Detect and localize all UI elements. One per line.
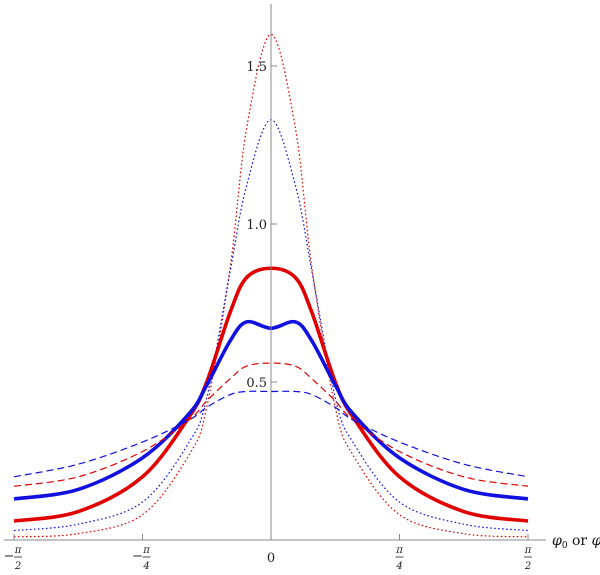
x-tick-denominator: 4 [142, 561, 149, 572]
x-tick-numerator: π [142, 545, 150, 556]
x-tick-label-5: π2 [524, 545, 532, 572]
x-tick-sign: − [4, 549, 15, 564]
x-tick-denominator: 2 [14, 561, 21, 572]
x-tick-sign: − [132, 549, 143, 564]
series-line-5-dashed [13, 362, 529, 487]
x-tick-denominator: 2 [524, 561, 531, 572]
series-line-6-dashed [13, 390, 529, 478]
y-tick-label-1: 0.5 [246, 376, 267, 391]
y-tick-label-3: 1.5 [246, 60, 267, 75]
series-line-1-dotted [13, 33, 529, 538]
x-axis-title: φ0 or φ [552, 533, 600, 551]
x-tick-label-2: − π 4 [132, 545, 151, 572]
x-tick-label-1: − π 2 [4, 545, 22, 572]
x-tick-label-4: π4 [395, 545, 404, 572]
x-tick-numerator: π [395, 545, 403, 556]
x-tick-denominator: 4 [395, 561, 402, 572]
x-tick-numerator: π [14, 545, 22, 556]
y-tick-label-2: 1.0 [246, 218, 267, 233]
x-tick-label-3: 0 [267, 551, 275, 566]
x-tick-numerator: π [524, 545, 532, 556]
